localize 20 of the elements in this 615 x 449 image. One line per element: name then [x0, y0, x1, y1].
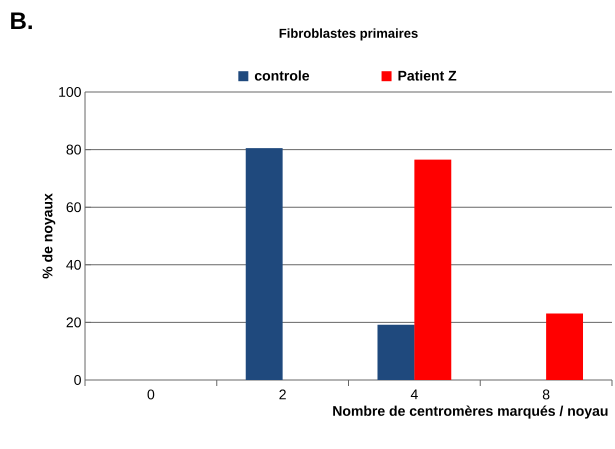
x-tick-label: 0 [148, 390, 154, 400]
x-axis-title: Nombre de centromères marqués / noyau [333, 406, 608, 419]
y-tick-label: 60 [66, 202, 81, 212]
bar [246, 148, 283, 380]
text: B. [11, 12, 32, 30]
bar [414, 160, 452, 380]
y-tick-label: 80 [66, 144, 81, 155]
legend-label: Patient Z [398, 70, 456, 81]
y-tick-label: 0 [74, 375, 81, 385]
y-tick-label: 100 [59, 87, 81, 97]
x-tick-label: 4 [410, 390, 418, 400]
x-tick-label: 2 [279, 390, 286, 400]
chart-title: Fibroblastes primaires [280, 28, 418, 40]
x-tick-label: 8 [542, 390, 550, 400]
legend-label: controle [254, 70, 310, 81]
y-tick-label: 20 [66, 317, 81, 328]
y-tick-label: 40 [66, 260, 81, 270]
bar [546, 313, 584, 380]
y-axis-title: % de noyaux [42, 193, 56, 278]
bar [377, 324, 414, 380]
